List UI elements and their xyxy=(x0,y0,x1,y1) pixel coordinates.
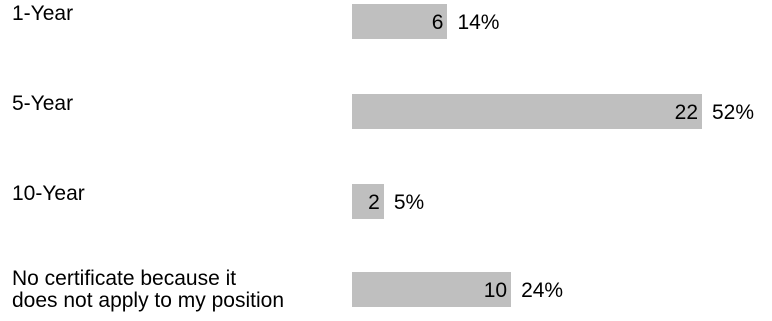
bar xyxy=(352,4,448,39)
bar xyxy=(352,184,384,219)
bar-value-label: 6 xyxy=(431,11,444,34)
bar-percent-label: 5% xyxy=(393,191,425,214)
category-label: 10-Year xyxy=(12,181,85,205)
category-label: 1-Year xyxy=(12,1,74,25)
bar-percent-label: 24% xyxy=(521,279,564,302)
bar-value-label: 10 xyxy=(483,279,508,302)
category-label: No certificate because it does not apply… xyxy=(12,266,284,312)
bar xyxy=(352,272,512,307)
bar-percent-label: 14% xyxy=(457,11,500,34)
category-label: 5-Year xyxy=(12,91,74,115)
bar-percent-label: 52% xyxy=(712,101,755,124)
bar-value-label: 2 xyxy=(368,191,380,214)
bar-value-label: 22 xyxy=(674,101,698,124)
bar xyxy=(352,94,702,129)
